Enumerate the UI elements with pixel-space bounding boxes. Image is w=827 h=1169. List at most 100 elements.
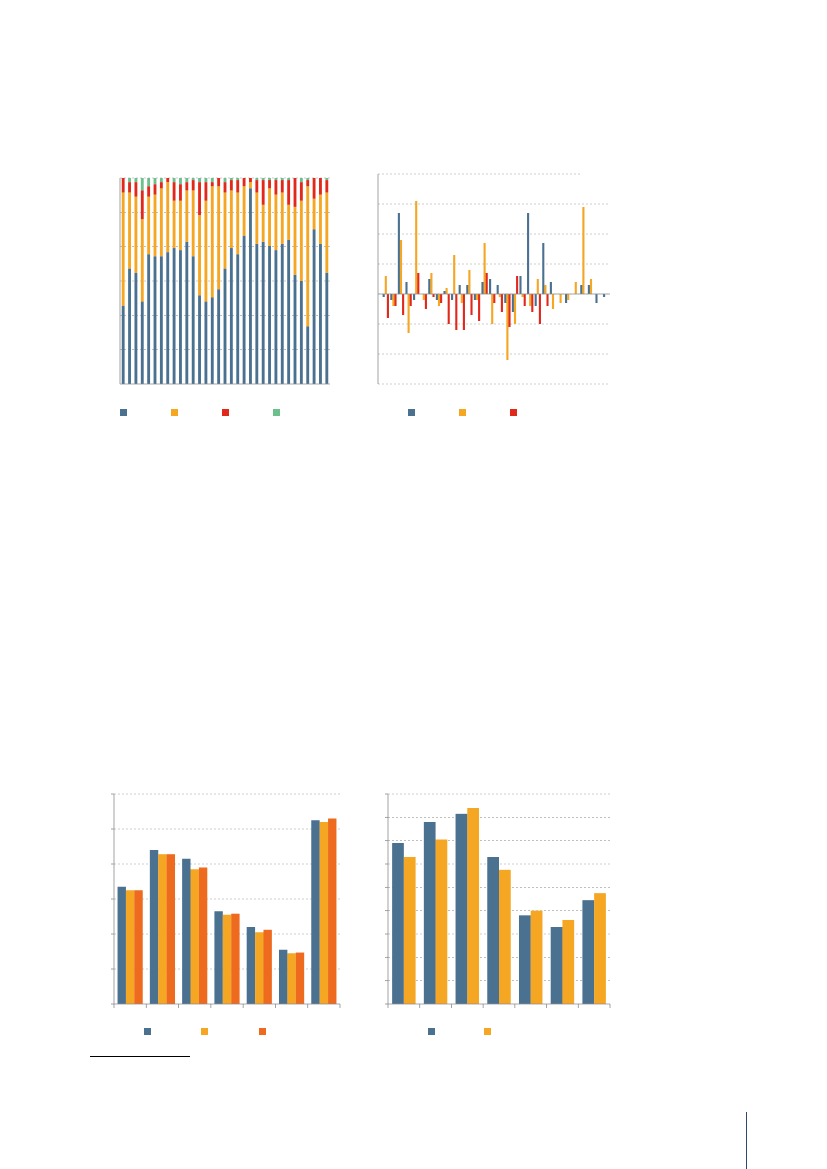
chart-2-bar-s1 [489, 279, 492, 294]
chart-2-bar-s3 [531, 294, 534, 312]
chart-2-bar-s1 [428, 279, 431, 294]
chart-2-bar-s2 [551, 294, 555, 309]
chart-2-bar-s2 [589, 279, 593, 294]
chart-2-bar-s1 [390, 294, 393, 300]
chart-2-grid [378, 173, 610, 385]
chart-1-bar-s4 [255, 178, 259, 181]
chart-1-bar-s2 [280, 192, 284, 244]
chart-3-bar-s2 [255, 932, 264, 1004]
chart-1-bar-s1 [217, 289, 221, 384]
chart-2-bar-s2 [453, 255, 456, 294]
chart-2-bar-s3 [447, 294, 450, 324]
chart-1-bar-s2 [319, 194, 322, 244]
chart-3-axes [111, 793, 341, 1008]
chart-1-bar-s2 [255, 192, 259, 244]
chart-2-bar-s2 [506, 294, 509, 360]
chart-4-bar-s2 [403, 857, 416, 1004]
chart-1-bar-s3 [179, 184, 182, 201]
chart-1-legend-swatch-2 [171, 409, 178, 416]
chart-1-bar-s2 [121, 192, 125, 306]
chart-1-bar-s1 [274, 250, 278, 384]
chart-3-bar-s2 [190, 869, 199, 1004]
chart-1-bar-s2 [217, 186, 221, 290]
chart-1-bar-s3 [128, 182, 131, 193]
chart-1-bar-s3 [242, 178, 246, 187]
chart-1-bar-s2 [198, 215, 201, 296]
chart-2-bar-s2 [574, 282, 577, 294]
chart-2-bar-s3 [455, 294, 458, 330]
chart-1-bar-s2 [325, 192, 329, 273]
chart-1-legend-swatch-4 [273, 409, 280, 416]
page-number-rule [746, 1112, 747, 1169]
chart-2-bar-s1 [466, 285, 469, 294]
chart-2-bars [382, 201, 606, 360]
chart-2-bar-s3 [424, 294, 427, 309]
chart-3-bar-s1 [149, 850, 159, 1004]
chart-1-bar-s4 [191, 178, 195, 181]
chart-4-bar-s2 [435, 839, 448, 1004]
chart-1-bar-s2 [147, 196, 151, 255]
chart-2-bar-s2 [422, 294, 425, 300]
chart-4-bar-s2 [562, 920, 575, 1004]
chart-3-bar-s3 [295, 952, 305, 1004]
chart-1-bar-s1 [191, 256, 195, 384]
chart-1-bar-s2 [159, 188, 163, 257]
chart-1-bar-s1 [229, 248, 233, 384]
chart-2-bar-s2 [567, 294, 570, 300]
chart-2-bar-s3 [432, 294, 435, 297]
chart-1-bar-s2 [134, 196, 138, 273]
chart-2-bar-s2 [437, 294, 441, 306]
chart-2-bar-s2 [483, 243, 486, 294]
chart-1-bar-s4 [159, 178, 163, 183]
chart-2-bar-s2 [559, 294, 562, 303]
chart-1-bar-s4 [274, 178, 278, 181]
chart-2-bar-s2 [498, 294, 501, 297]
chart-3-bar-s1 [117, 886, 126, 1004]
chart-2-bar-s3 [523, 294, 526, 306]
chart-1-bar-s4 [229, 178, 233, 181]
chart-2-bar-s2 [491, 294, 494, 324]
chart-1-bars [121, 178, 329, 384]
chart-1-bar-s4 [172, 178, 176, 183]
chart-2-bar-s1 [382, 294, 385, 297]
chart-4-bar-s2 [499, 869, 511, 1004]
chart-2-bar-s1 [443, 291, 446, 294]
chart-1-bar-s2 [293, 206, 297, 275]
chart-1-bar-s1 [287, 239, 291, 384]
chart-1-bar-s4 [306, 178, 310, 181]
chart-2-bar-s3 [493, 294, 496, 303]
chart-2-legend-swatch-2 [459, 409, 466, 416]
chart-1-bar-s1 [153, 256, 157, 384]
chart-2-bar-s2 [513, 294, 517, 324]
chart-2-bar-s3 [500, 294, 503, 312]
chart-2-bar-s1 [534, 294, 537, 306]
chart-1-bar-s3 [121, 178, 125, 193]
chart-2-bar-s2 [521, 294, 524, 297]
chart-1-bar-s1 [172, 248, 176, 384]
chart-1-bar-s3 [198, 182, 201, 216]
chart-1-bar-s1 [210, 297, 214, 384]
chart-3-bar-s2 [125, 890, 135, 1004]
chart-2-bar-s2 [445, 288, 448, 294]
chart-1-bar-s4 [287, 178, 291, 181]
chart-2-bar-s2 [460, 294, 463, 303]
chart-2-bar-s3 [402, 294, 405, 315]
chart-1-bar-s3 [134, 182, 138, 197]
chart-1-bar-s3 [280, 180, 284, 193]
chart-1-bar-s4 [261, 178, 265, 181]
chart-3-bar-s1 [214, 911, 223, 1004]
chart-1-axes [119, 178, 330, 385]
chart-1-bar-s3 [210, 182, 214, 187]
chart-1-bar-s4 [179, 178, 182, 185]
chart-1-bar-s3 [153, 184, 157, 195]
chart-2-bar-s1 [580, 285, 583, 294]
chart-1-bar-s4 [299, 178, 303, 183]
chart-1-bar-s3 [185, 182, 189, 191]
chart-3-bar-s2 [287, 953, 296, 1004]
chart-1-bar-s2 [229, 190, 233, 249]
chart-1-bar-s2 [223, 192, 227, 269]
chart-3-bar-s2 [222, 914, 232, 1004]
chart-1-bar-s1 [306, 326, 310, 384]
chart-2-legend-swatch-1 [408, 409, 415, 416]
chart-1-bar-s1 [223, 268, 227, 384]
